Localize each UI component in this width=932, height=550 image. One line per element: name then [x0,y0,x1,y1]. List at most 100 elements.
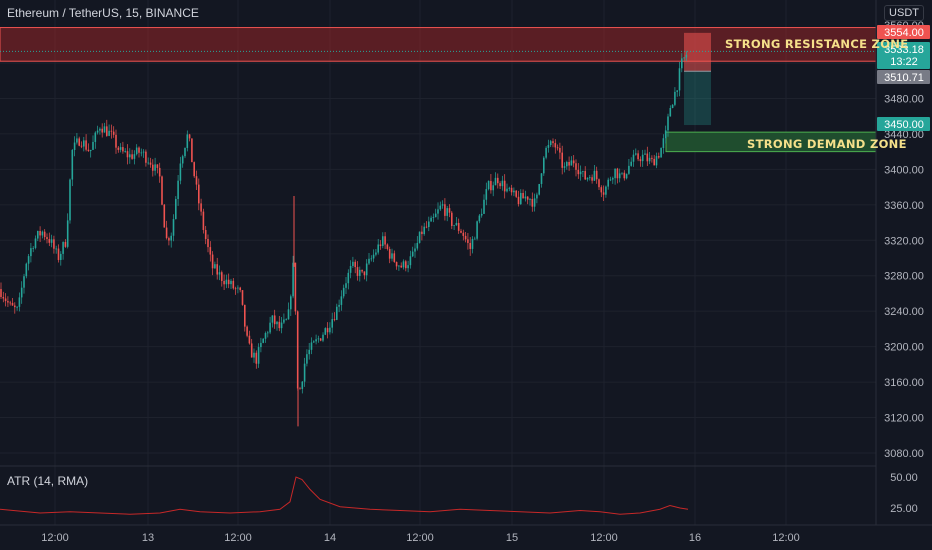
currency-button[interactable]: USDT [884,5,924,21]
candle-body [255,352,258,364]
candle-body [145,151,147,163]
candle-body [572,160,575,164]
candle-body [552,141,554,144]
candle-body [227,279,230,285]
candle-body [306,354,308,364]
candle-body [625,173,628,179]
candle-body [388,248,391,259]
chart-title: Ethereum / TetherUS, 15, BINANCE [7,6,199,20]
candle-body [566,161,568,167]
candle-body [497,177,499,184]
candle-body [204,229,207,240]
candle-body [476,221,478,239]
candle-body [678,68,681,91]
candle-body [347,272,350,284]
candle-body [425,226,428,228]
candle-body [214,264,216,269]
candle-body [110,130,113,132]
candle-body [267,332,269,334]
candle-body [315,339,317,342]
time-tick-label: 12:00 [406,532,434,544]
candle-body [584,171,586,180]
candle-body [170,235,172,241]
candle-body [662,138,665,149]
target-price-tag-bg [877,117,930,131]
candle-body [501,180,504,187]
time-tick-label: 12:00 [41,532,69,544]
candle-body [529,198,531,200]
candle-body [108,130,110,136]
candle-body [494,177,497,186]
candle-body [444,204,446,216]
candle-body [405,261,407,269]
candle-body [451,212,453,226]
candle-body [547,145,550,148]
time-tick-label: 12:00 [772,532,800,544]
candle-body [414,248,416,252]
time-tick-label: 16 [689,532,701,544]
candle-body [577,169,580,175]
candle-body [96,130,99,133]
candle-body [230,280,232,285]
candle-body [602,192,605,195]
candle-body [234,288,237,290]
candle-body [554,143,557,148]
candle-body [303,363,306,382]
candle-body [43,231,46,238]
candle-body [39,230,41,236]
candle-body [322,334,324,341]
candle-body [53,239,55,249]
candle-body [264,333,267,339]
position-target-box [684,71,711,126]
candle-body [246,326,248,336]
candle-body [441,204,444,206]
candle-body [129,154,131,158]
candle-body [126,151,129,158]
price-tick-label: 3160.00 [884,377,924,389]
candle-body [464,235,467,240]
candle-body [515,190,517,197]
candle-body [147,162,149,164]
candle-body [241,290,244,305]
candle-body [545,147,547,158]
candle-body [526,196,529,200]
candle-body [285,319,287,321]
resistance-zone [0,27,877,62]
candle-body [448,208,451,213]
candle-body [319,338,322,341]
candle-body [73,142,76,150]
candle-body [310,342,313,350]
last-price-tag-bg [877,42,930,69]
candle-body [359,269,361,276]
candle-body [290,296,292,310]
candle-body [416,242,419,249]
candle-body [248,335,251,344]
candle-body [430,217,432,222]
atr-legend: ATR (14, RMA) [7,474,89,488]
candle-body [467,239,469,243]
candle-body [469,242,471,249]
candle-body [216,264,218,275]
candle-body [434,213,437,218]
candle-body [453,225,455,227]
candle-body [667,116,669,131]
candle-body [499,183,501,187]
candle-body [165,227,168,239]
candle-body [276,321,278,325]
candle-body [154,164,156,171]
candle-body [177,180,179,200]
candle-body [80,145,83,147]
resistance-zone-label: STRONG RESISTANCE ZONE [725,37,909,51]
candle-body [372,254,375,259]
stop-price-tag-bg [877,70,930,84]
candle-body [460,230,462,233]
demand-zone-label: STRONG DEMAND ZONE [747,137,907,151]
candle-body [168,238,170,241]
candle-body [614,168,616,179]
candle-body [112,131,115,135]
candle-body [156,164,159,168]
candle-body [455,222,458,226]
candle-body [23,276,25,288]
time-tick-label: 13 [142,532,154,544]
